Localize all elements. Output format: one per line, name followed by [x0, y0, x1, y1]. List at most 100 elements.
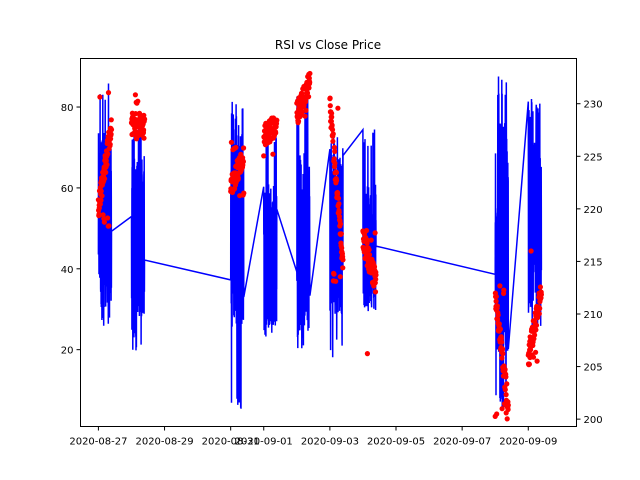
right-y-tick-label: 210	[584, 310, 603, 321]
close-price-point	[336, 209, 342, 215]
right-y-tick-label: 230	[584, 100, 603, 111]
close-price-point	[270, 151, 276, 157]
close-price-point	[235, 175, 241, 181]
close-price-point	[502, 387, 508, 393]
close-price-point	[332, 160, 338, 166]
close-price-point	[501, 287, 507, 293]
close-price-point	[526, 361, 533, 367]
close-price-point	[307, 79, 313, 85]
close-price-point	[364, 240, 370, 246]
x-tick-label: 2020-09-05	[367, 437, 425, 448]
close-price-point	[108, 131, 114, 137]
close-price-point	[499, 355, 505, 361]
close-price-point	[108, 127, 115, 133]
close-price-point	[497, 326, 503, 332]
close-price-point	[499, 406, 505, 412]
close-price-point	[505, 402, 511, 408]
close-price-point	[273, 130, 279, 136]
close-price-point	[494, 303, 500, 309]
close-price-point	[332, 148, 338, 154]
close-price-point	[327, 103, 333, 109]
right-y-tick-label: 215	[584, 257, 603, 268]
close-price-point	[335, 191, 341, 197]
close-price-point	[103, 169, 109, 175]
close-price-point	[504, 416, 510, 422]
close-price-point	[329, 122, 335, 128]
close-price-point	[228, 139, 234, 145]
close-price-point	[337, 221, 344, 227]
close-price-point	[533, 322, 540, 328]
close-price-point	[372, 230, 378, 236]
close-price-point	[274, 117, 280, 123]
right-y-tick-label: 205	[584, 363, 603, 374]
close-price-point	[499, 346, 506, 352]
close-price-point	[307, 70, 313, 77]
close-price-point	[366, 252, 373, 258]
close-price-point	[340, 257, 346, 263]
close-price-point	[96, 211, 102, 217]
close-price-point	[493, 293, 499, 300]
close-price-point	[141, 127, 147, 133]
close-price-point	[494, 411, 500, 417]
close-price-point	[536, 311, 542, 317]
close-price-point	[493, 298, 499, 304]
close-price-point	[495, 316, 501, 322]
x-tick-label: 2020-09-09	[499, 437, 557, 448]
close-price-series	[95, 70, 545, 422]
left-y-tick-label: 40	[61, 265, 74, 276]
close-price-point	[241, 145, 247, 151]
close-price-point	[241, 190, 247, 196]
close-price-point	[295, 118, 302, 124]
close-price-point	[337, 274, 343, 280]
close-price-point	[141, 135, 147, 141]
close-price-point	[97, 94, 103, 100]
close-price-point	[363, 227, 370, 234]
left-y-axis: 20 40 60 80	[61, 103, 81, 357]
close-price-point	[135, 98, 141, 104]
close-price-point	[333, 278, 339, 284]
close-price-point	[103, 158, 109, 164]
close-price-point	[329, 127, 336, 133]
right-y-tick-label: 225	[584, 152, 603, 163]
close-price-point	[142, 116, 148, 122]
x-tick-label: 2020-09-01	[235, 437, 293, 448]
close-price-point	[533, 327, 539, 333]
x-tick-label: 2020-08-29	[135, 437, 193, 448]
close-price-point	[333, 169, 339, 176]
close-price-point	[108, 117, 114, 123]
close-price-point	[306, 75, 312, 81]
right-y-tick-label: 220	[584, 205, 603, 216]
plot-area	[95, 70, 545, 422]
close-price-point	[133, 111, 139, 117]
close-price-point	[98, 188, 104, 194]
close-price-point	[105, 151, 111, 157]
rsi-series-line	[97, 76, 543, 411]
close-price-point	[340, 265, 346, 271]
close-price-point	[302, 113, 308, 119]
close-price-point	[102, 176, 108, 182]
right-y-axis: 200 205 210 215 220 225 230	[576, 100, 603, 426]
close-price-point	[105, 90, 112, 96]
close-price-point	[372, 289, 379, 295]
close-price-point	[334, 177, 340, 184]
close-price-point	[533, 349, 539, 355]
close-price-point	[261, 153, 267, 159]
close-price-point	[306, 85, 312, 91]
right-y-tick-label: 200	[584, 415, 603, 426]
x-axis: 2020-08-27 2020-08-29 2020-08-312020-09-01…	[69, 426, 557, 448]
close-price-point	[132, 92, 138, 98]
close-price-point	[366, 247, 372, 253]
close-price-point	[306, 94, 312, 100]
close-price-point	[331, 271, 337, 277]
close-price-point	[530, 354, 537, 360]
close-price-point	[327, 95, 333, 101]
close-price-point	[496, 321, 502, 327]
close-price-point	[107, 141, 113, 147]
close-price-point	[364, 351, 370, 357]
close-price-point	[373, 272, 379, 278]
close-price-point	[368, 237, 374, 243]
x-tick-label: 2020-08-27	[69, 437, 127, 448]
close-price-point	[101, 219, 107, 225]
close-price-point	[528, 248, 534, 254]
